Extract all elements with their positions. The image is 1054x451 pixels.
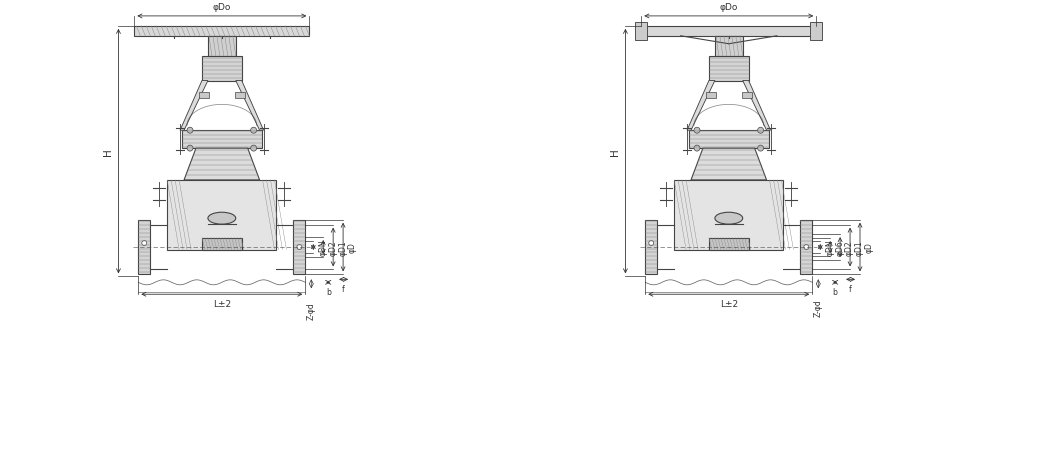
Polygon shape (168, 180, 276, 250)
Text: b: b (833, 288, 838, 297)
Circle shape (187, 146, 193, 152)
Text: Z-φd: Z-φd (814, 299, 823, 316)
Circle shape (649, 241, 653, 246)
Text: φDo: φDo (720, 3, 738, 12)
Text: φD1: φD1 (338, 239, 347, 255)
Text: Z-φd: Z-φd (307, 302, 316, 319)
Circle shape (694, 128, 700, 134)
Polygon shape (182, 131, 261, 149)
Text: φD2: φD2 (328, 239, 337, 255)
Polygon shape (743, 81, 770, 131)
Ellipse shape (208, 213, 236, 225)
Text: b: b (326, 288, 331, 297)
Text: H: H (103, 148, 114, 156)
Polygon shape (691, 149, 766, 180)
Text: φD1: φD1 (855, 239, 864, 255)
Polygon shape (715, 37, 743, 56)
Text: φD: φD (865, 242, 874, 253)
Text: φDN: φDN (825, 239, 834, 256)
Polygon shape (645, 220, 658, 275)
Circle shape (758, 128, 763, 134)
Polygon shape (709, 56, 748, 81)
Polygon shape (636, 23, 647, 41)
Text: φD6: φD6 (835, 239, 844, 255)
Bar (235, 93, 245, 99)
Circle shape (297, 245, 301, 250)
Bar (202, 238, 241, 250)
Polygon shape (293, 220, 306, 275)
Circle shape (694, 146, 700, 152)
Polygon shape (689, 131, 768, 149)
Bar (706, 93, 716, 99)
Text: L±2: L±2 (213, 299, 231, 308)
Circle shape (251, 146, 256, 152)
Bar (709, 238, 748, 250)
Polygon shape (134, 27, 309, 37)
Polygon shape (800, 220, 813, 275)
Text: φDN: φDN (318, 239, 327, 256)
Text: φDo: φDo (213, 3, 231, 12)
Polygon shape (236, 81, 264, 131)
Circle shape (187, 128, 193, 134)
Text: L±2: L±2 (720, 299, 738, 308)
Text: φD2: φD2 (845, 239, 854, 255)
Polygon shape (687, 81, 715, 131)
Text: φD: φD (348, 242, 357, 253)
Polygon shape (675, 180, 783, 250)
Circle shape (758, 146, 763, 152)
Bar (742, 93, 752, 99)
Circle shape (804, 245, 808, 250)
Polygon shape (202, 56, 241, 81)
Bar (199, 93, 209, 99)
Polygon shape (208, 37, 236, 56)
Ellipse shape (715, 213, 743, 225)
Circle shape (142, 241, 147, 246)
Polygon shape (811, 23, 822, 41)
Polygon shape (180, 81, 208, 131)
Text: H: H (610, 148, 621, 156)
Polygon shape (641, 27, 816, 37)
Polygon shape (138, 220, 151, 275)
Polygon shape (184, 149, 259, 180)
Text: f: f (850, 285, 852, 294)
Circle shape (251, 128, 256, 134)
Text: f: f (343, 285, 345, 294)
